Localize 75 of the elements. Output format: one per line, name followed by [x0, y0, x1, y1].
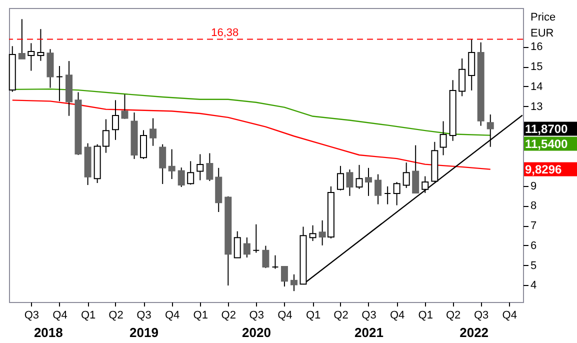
candlestick	[262, 245, 270, 269]
candlestick	[346, 169, 354, 196]
candlestick	[384, 186, 392, 205]
x-tick-label: Q4	[164, 310, 180, 322]
candlestick	[121, 94, 128, 120]
text: 11,5400	[525, 136, 568, 151]
candlestick	[309, 224, 316, 242]
x-tick-label: Q4	[52, 310, 68, 322]
y-tick-label: 9	[530, 180, 537, 192]
candlestick	[28, 42, 35, 72]
x-tick-label: Q4	[502, 310, 517, 322]
line-series	[12, 100, 491, 170]
candlestick	[280, 266, 288, 288]
y-tick-label: 16	[530, 41, 543, 54]
candlestick	[206, 152, 214, 182]
candlestick	[393, 182, 400, 206]
text: 2022	[460, 325, 489, 340]
candlestick	[412, 144, 420, 194]
x-tick-label: Q2	[221, 310, 236, 322]
y-tick-label: 5	[530, 260, 537, 272]
candlestick	[150, 118, 157, 146]
candlestick	[468, 38, 476, 91]
x-tick-label: Q3	[24, 310, 40, 322]
y-tick-label: 14	[530, 80, 543, 93]
y-axis-title: Price EUR	[530, 12, 556, 40]
x-tick-label: Q3	[136, 310, 152, 322]
x-tick-label: Q2	[446, 310, 461, 322]
x-tick-label: Q4	[278, 310, 292, 322]
candlestick	[422, 176, 429, 194]
text: 2020	[242, 325, 271, 340]
y-tick-label: 15	[530, 61, 543, 74]
candlestick	[56, 66, 63, 102]
candlestick	[168, 148, 176, 180]
candlestick	[252, 224, 260, 254]
x-tick-label: Q1	[80, 310, 96, 322]
candlestick	[336, 165, 344, 191]
candlestick	[458, 58, 466, 97]
x-tick-label: Q2	[334, 310, 348, 322]
x-tick-label: Q3	[249, 310, 264, 322]
y-tick-label: 8	[530, 200, 537, 212]
y-tick-label: 7	[530, 220, 537, 232]
x-tick-label: Q1	[193, 310, 208, 322]
candlestick	[356, 164, 363, 190]
candlestick	[440, 120, 447, 156]
candlestick	[140, 130, 147, 160]
candlestick	[374, 174, 382, 205]
x-tick-label: Q2	[108, 310, 124, 322]
text: 2019	[130, 325, 158, 340]
candlestick	[112, 100, 119, 140]
candlestick	[234, 230, 241, 258]
candlestick	[18, 18, 26, 60]
candlestick	[37, 28, 44, 62]
y-tick-label: 13	[530, 100, 543, 113]
ref-line-label: 16,38	[211, 27, 239, 40]
candlestick	[243, 236, 250, 258]
x-tick-label: Q4	[390, 310, 405, 322]
x-tick-label: Q3	[362, 310, 376, 322]
candlestick	[364, 167, 372, 196]
x-tick-label: Q1	[306, 310, 321, 322]
x-tick-label: Q3	[474, 310, 489, 322]
text: 9,8296	[525, 162, 562, 176]
candlestick	[178, 167, 185, 188]
text: 2021	[354, 325, 384, 340]
candlestick	[159, 144, 166, 185]
candlestick	[187, 160, 194, 186]
y-tick-label: 6	[530, 240, 537, 252]
candlestick	[402, 162, 410, 188]
y-tick-label: 4	[530, 280, 537, 292]
candlestick	[46, 48, 54, 88]
text: 11,8700	[525, 122, 568, 136]
candlestick	[196, 154, 204, 181]
candlestick	[272, 254, 279, 270]
x-tick-label: Q1	[418, 310, 433, 322]
candlestick	[290, 274, 298, 292]
text: 2018	[34, 325, 63, 340]
